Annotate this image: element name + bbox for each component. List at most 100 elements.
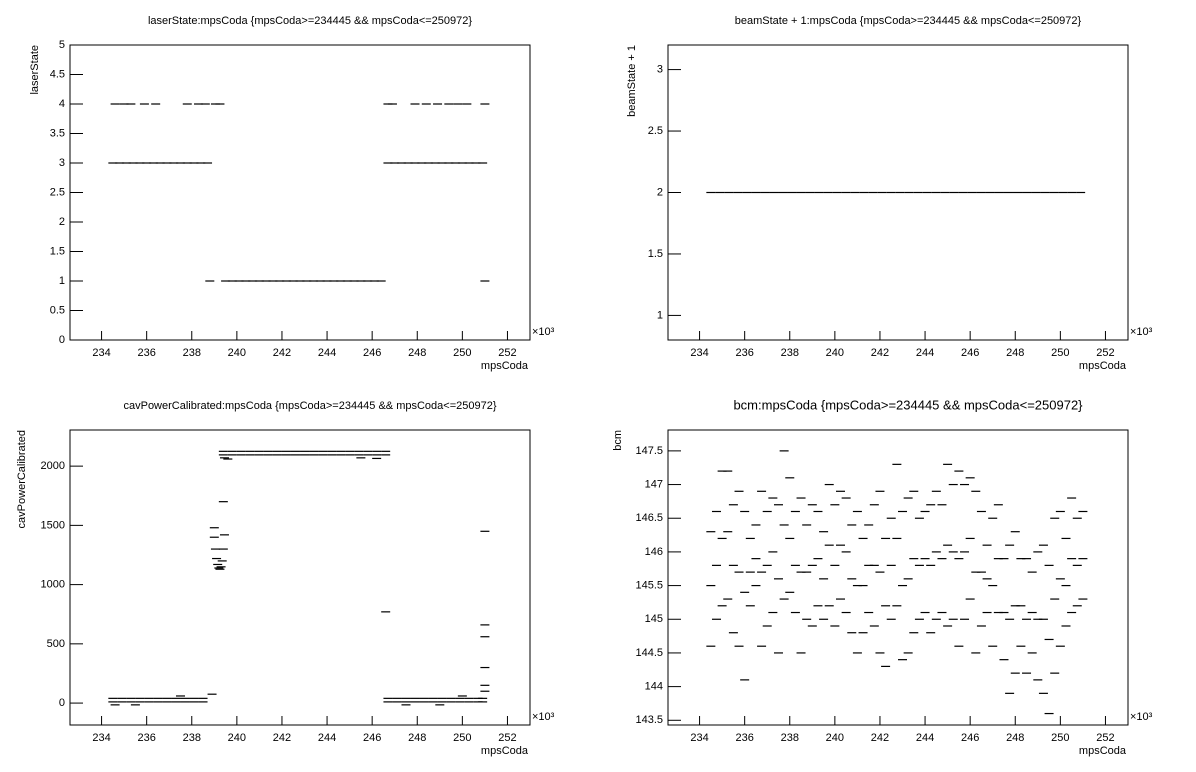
data-point bbox=[1005, 692, 1015, 694]
data-point bbox=[958, 191, 968, 194]
data-point bbox=[354, 454, 364, 456]
data-point bbox=[847, 524, 857, 526]
data-point bbox=[943, 544, 953, 546]
data-point bbox=[372, 450, 382, 452]
data-point bbox=[898, 510, 908, 513]
x-tick-label: 240 bbox=[826, 347, 844, 359]
data-point bbox=[868, 191, 878, 194]
x-tick-label: 234 bbox=[92, 732, 110, 744]
data-point bbox=[1038, 544, 1048, 546]
data-point bbox=[850, 191, 860, 194]
data-point bbox=[196, 162, 206, 164]
data-point bbox=[931, 490, 941, 492]
data-point bbox=[819, 531, 829, 533]
data-point bbox=[723, 531, 733, 533]
data-point bbox=[903, 652, 913, 654]
data-point bbox=[1005, 618, 1015, 620]
x-tick-label: 246 bbox=[961, 347, 979, 359]
data-point bbox=[281, 280, 291, 282]
data-point bbox=[852, 584, 862, 587]
data-point bbox=[424, 162, 434, 164]
data-point bbox=[210, 548, 220, 550]
data-point bbox=[892, 605, 902, 607]
data-point bbox=[711, 618, 721, 620]
x-tick-label: 248 bbox=[408, 732, 426, 744]
data-point bbox=[1016, 558, 1026, 560]
data-point bbox=[455, 701, 465, 703]
data-point bbox=[785, 477, 795, 479]
data-point bbox=[728, 564, 738, 566]
data-point bbox=[796, 191, 806, 194]
data-point bbox=[354, 450, 364, 452]
data-point bbox=[976, 625, 986, 627]
data-point bbox=[349, 280, 359, 282]
data-point bbox=[724, 191, 734, 194]
chart-title: bcm:mpsCoda {mpsCoda>=234445 && mpsCoda<… bbox=[733, 397, 1083, 412]
data-point bbox=[1078, 510, 1088, 513]
data-point bbox=[198, 697, 208, 699]
data-point bbox=[711, 510, 721, 513]
data-point bbox=[1038, 692, 1048, 694]
data-point bbox=[135, 701, 145, 703]
data-point bbox=[988, 517, 998, 519]
data-point bbox=[836, 544, 845, 546]
data-point bbox=[1061, 537, 1071, 540]
x-tick-label: 242 bbox=[273, 732, 291, 744]
data-point bbox=[480, 280, 490, 282]
y-tick-label: 500 bbox=[47, 638, 65, 650]
data-point bbox=[1033, 618, 1043, 620]
x-tick-label: 252 bbox=[1096, 732, 1114, 744]
data-point bbox=[381, 454, 391, 456]
data-point bbox=[864, 564, 874, 566]
x-tick-label: 244 bbox=[916, 347, 934, 359]
data-point bbox=[1058, 191, 1068, 194]
x-multiplier: ×10³ bbox=[532, 326, 555, 338]
data-point bbox=[336, 450, 346, 452]
data-point bbox=[762, 564, 772, 566]
data-point bbox=[841, 551, 851, 553]
x-axis-label: mpsCoda bbox=[1079, 745, 1127, 757]
x-tick-label: 242 bbox=[273, 347, 291, 359]
data-point bbox=[948, 551, 958, 553]
data-point bbox=[971, 652, 981, 654]
y-tick-label: 3 bbox=[59, 157, 65, 169]
data-point bbox=[381, 611, 391, 613]
data-point bbox=[254, 450, 264, 452]
data-point bbox=[217, 560, 227, 562]
data-point bbox=[706, 645, 716, 647]
data-point bbox=[796, 497, 806, 499]
data-point bbox=[209, 527, 219, 529]
data-point bbox=[155, 162, 165, 164]
x-tick-label: 252 bbox=[1096, 347, 1114, 359]
data-point bbox=[473, 701, 483, 703]
x-tick-label: 250 bbox=[453, 732, 471, 744]
data-point bbox=[345, 454, 355, 456]
data-point bbox=[877, 191, 887, 194]
data-point bbox=[1022, 672, 1032, 674]
data-point bbox=[762, 625, 772, 627]
data-point bbox=[387, 103, 397, 105]
data-point bbox=[135, 162, 145, 164]
data-point bbox=[805, 191, 815, 194]
x-tick-label: 238 bbox=[781, 347, 799, 359]
data-point bbox=[745, 537, 755, 540]
data-point bbox=[1050, 517, 1060, 519]
data-point bbox=[965, 598, 975, 600]
data-point bbox=[960, 483, 970, 486]
data-point bbox=[318, 454, 328, 456]
x-tick-label: 236 bbox=[137, 732, 155, 744]
data-point bbox=[717, 605, 727, 607]
x-multiplier: ×10³ bbox=[1130, 711, 1153, 723]
data-point bbox=[914, 618, 924, 620]
x-tick-label: 252 bbox=[498, 732, 516, 744]
data-point bbox=[108, 701, 118, 703]
x-tick-label: 240 bbox=[228, 732, 246, 744]
x-tick-label: 238 bbox=[183, 732, 201, 744]
data-point bbox=[1027, 611, 1037, 614]
x-tick-label: 236 bbox=[137, 347, 155, 359]
data-point bbox=[171, 701, 181, 703]
data-point bbox=[1005, 544, 1015, 546]
data-point bbox=[410, 701, 420, 703]
data-point bbox=[790, 611, 800, 614]
data-point bbox=[342, 280, 352, 282]
